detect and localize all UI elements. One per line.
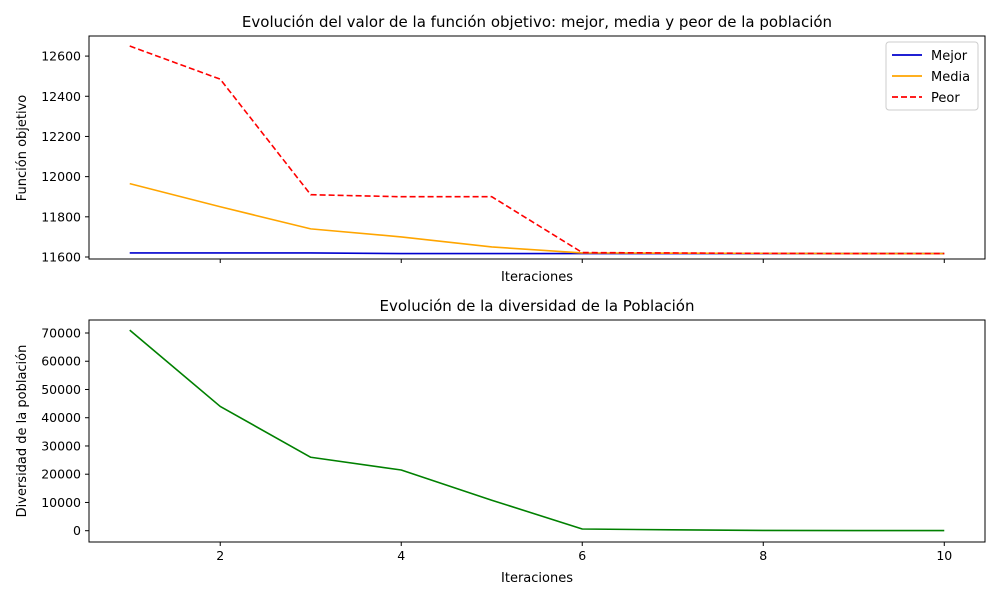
y-tick-label: 12600	[41, 49, 81, 64]
legend-label-peor: Peor	[931, 91, 960, 106]
axis-ticks: 11600 11800 12000 12200 12400 12600	[41, 49, 945, 264]
y-tick-label: 30000	[41, 438, 81, 453]
axis-ticks: 2 4 6 8 10 0 10000 20000 30000 40000 50000 60000 700…	[41, 325, 952, 563]
x-tick-label: 4	[397, 548, 405, 563]
legend: Mejor Media Peor	[885, 41, 979, 111]
chart-title: Evolución del valor de la función objeti…	[242, 13, 832, 31]
x-axis-label: Iteraciones	[501, 571, 573, 586]
x-tick-label: 2	[216, 548, 224, 563]
chart-title: Evolución de la diversidad de la Poblaci…	[380, 297, 695, 315]
population-diversity-chart: Evolución de la diversidad de la Poblaci…	[15, 297, 986, 586]
y-tick-label: 60000	[41, 354, 81, 369]
y-tick-label: 12000	[41, 169, 81, 184]
y-tick-label: 0	[73, 523, 81, 538]
y-tick-label: 12400	[41, 89, 81, 104]
y-axis-label: Función objetivo	[15, 95, 30, 202]
y-tick-label: 10000	[41, 495, 81, 510]
y-tick-label: 70000	[41, 325, 81, 340]
legend-label-mejor: Mejor	[931, 49, 968, 64]
legend-box	[885, 41, 979, 111]
plot-area	[88, 319, 986, 543]
series-lines	[129, 329, 945, 532]
y-tick-label: 20000	[41, 467, 81, 482]
series-line-media	[129, 182, 945, 255]
y-tick-label: 50000	[41, 382, 81, 397]
y-tick-label: 12200	[41, 129, 81, 144]
series-line-peor	[129, 45, 945, 255]
y-tick-label: 40000	[41, 410, 81, 425]
y-axis-label: Diversidad de la población	[15, 345, 30, 518]
y-tick-label: 11800	[41, 209, 81, 224]
x-axis-label: Iteraciones	[501, 270, 573, 285]
y-tick-label: 11600	[41, 249, 81, 264]
x-tick-label: 10	[936, 548, 952, 563]
objective-function-chart: Evolución del valor de la función objeti…	[15, 13, 986, 285]
series-lines	[129, 45, 945, 255]
series-line-1	[129, 329, 945, 532]
x-tick-label: 6	[578, 548, 586, 563]
legend-label-media: Media	[931, 70, 970, 85]
x-tick-label: 8	[759, 548, 767, 563]
plot-area	[88, 35, 986, 260]
